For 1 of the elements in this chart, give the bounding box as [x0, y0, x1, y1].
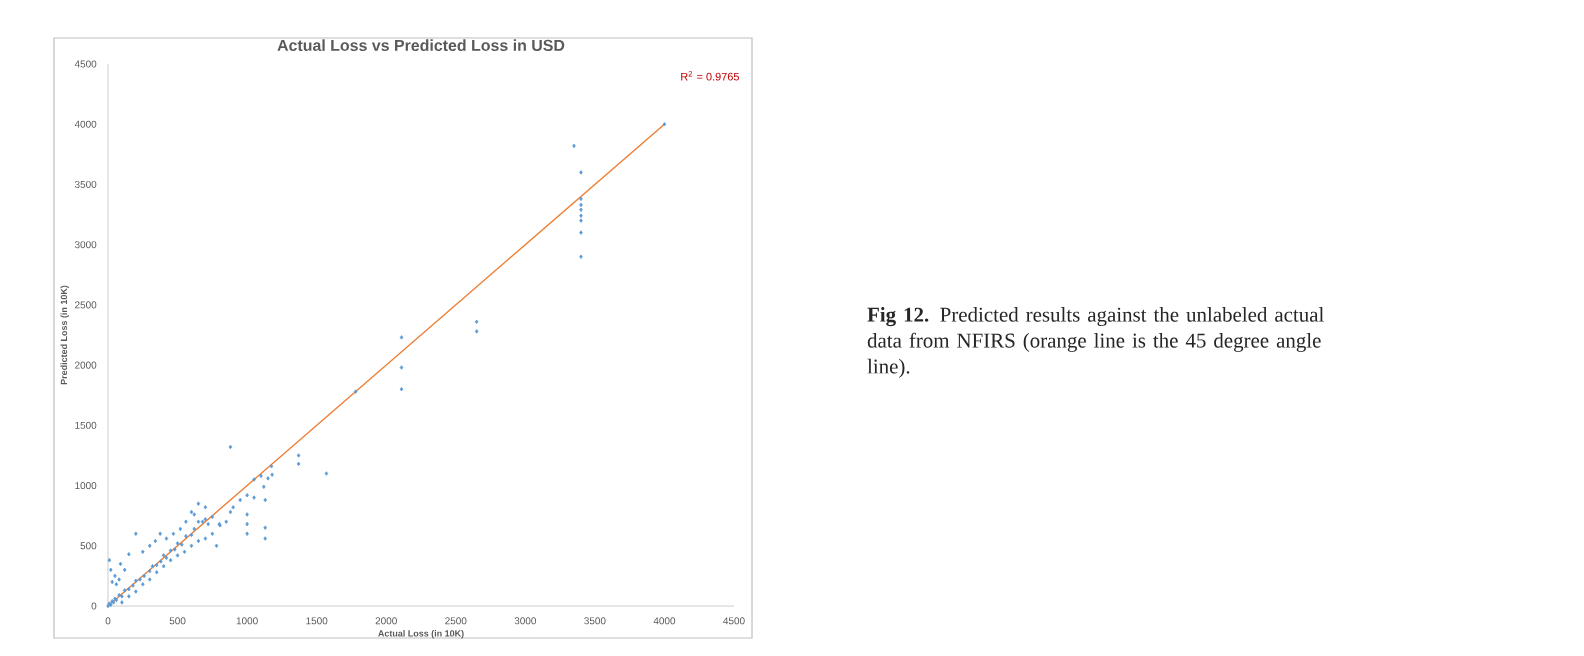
text: Fig 12. Predicted results against the unlabeled actual data from NFIRS (orange line is the 45 degree angle line).: [867, 307, 1324, 378]
